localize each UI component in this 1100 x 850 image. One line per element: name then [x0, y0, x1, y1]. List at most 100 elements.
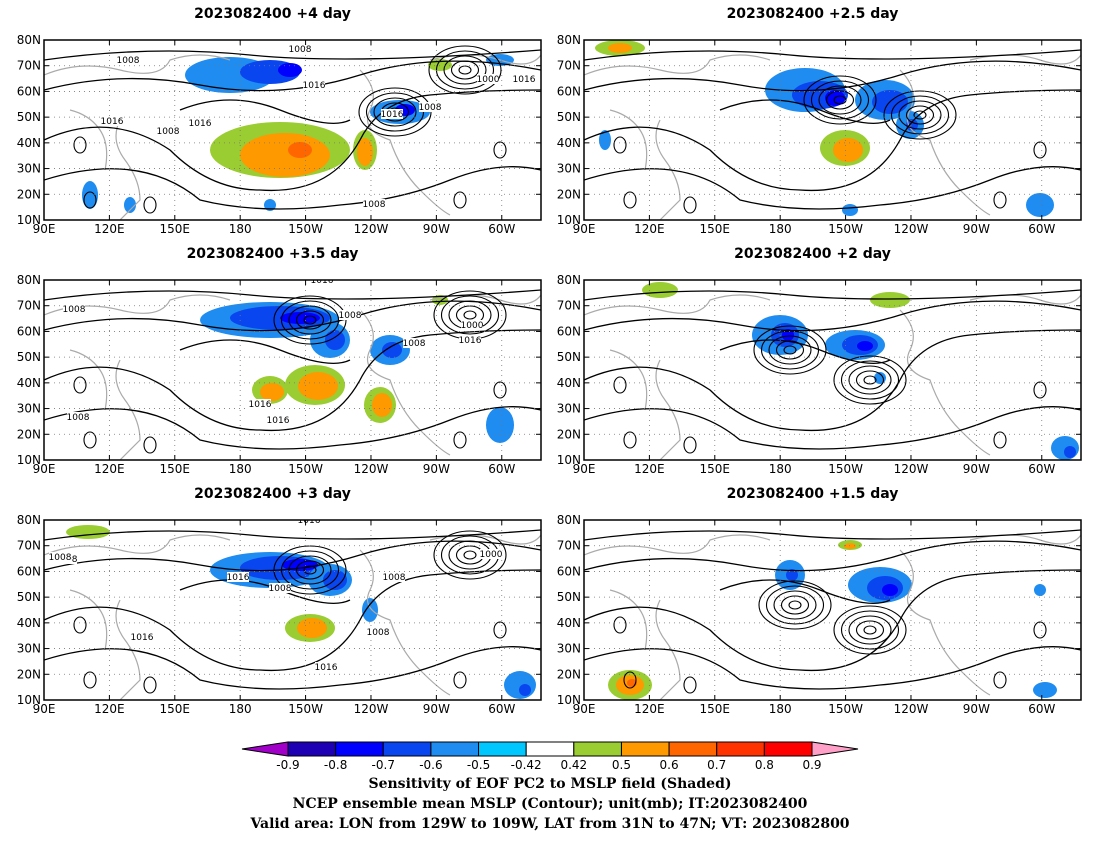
contour-label: 1008	[403, 339, 426, 349]
contour-label-bg	[157, 126, 179, 136]
contour-label: 1016	[189, 119, 212, 129]
lat-tick-label: 20N	[557, 427, 581, 441]
lon-tick-label: 180	[229, 462, 252, 476]
isobar-small	[143, 436, 157, 454]
isobar-ring	[863, 375, 877, 385]
contour-label-bg	[381, 109, 403, 119]
isobar-ring	[840, 360, 900, 400]
lon-tick-label: 90W	[963, 222, 990, 236]
lon-tick-label: 150W	[828, 462, 863, 476]
isobar-small	[83, 431, 97, 449]
panel-title: 2023082400 +3.5 day	[186, 246, 359, 262]
isobar	[584, 300, 1081, 332]
colorbar-tick-label: 0.5	[612, 758, 631, 772]
lon-tick-label: 150W	[288, 222, 323, 236]
isobar-ring	[440, 295, 500, 335]
isobar	[44, 49, 541, 61]
lon-tick-label: 120W	[894, 222, 929, 236]
shading-patch	[82, 181, 98, 209]
isobar	[584, 289, 1081, 301]
coastline	[584, 534, 771, 556]
isobar-ring	[463, 550, 477, 560]
shading-patch	[357, 138, 373, 166]
isobar-small	[683, 196, 697, 214]
contour-label-bg	[540, 330, 541, 340]
lat-tick-label: 10N	[17, 213, 41, 227]
contour-label: 1016	[315, 663, 338, 673]
caption-line-2: NCEP ensemble mean MSLP (Contour); unit(…	[292, 796, 808, 812]
lon-tick-label: 150W	[288, 702, 323, 716]
colorbar-tick-label: 0.6	[660, 758, 679, 772]
lat-tick-label: 80N	[17, 273, 41, 287]
shading-patch	[240, 133, 330, 177]
shading-patch	[298, 372, 338, 400]
contour-label-bg	[459, 335, 481, 345]
shading-patch	[857, 341, 873, 351]
map-background	[584, 520, 1081, 700]
colorbar-segment	[620, 741, 670, 757]
lat-tick-label: 60N	[17, 324, 41, 338]
map-panel: 1008101610081016101610161024101610081016…	[540, 273, 1082, 476]
shading-patch	[1051, 436, 1079, 460]
map-panel: 10081016101610081008101610081000101690E1…	[557, 33, 1082, 236]
isobar-ring	[775, 340, 805, 360]
isobar-ring	[905, 105, 935, 125]
contour-label-bg	[477, 74, 499, 84]
isobar-ring	[443, 55, 487, 85]
isobar-small	[993, 671, 1007, 689]
coastline	[655, 119, 681, 220]
isobar-small	[453, 671, 467, 689]
isobar	[44, 406, 541, 450]
contour-label: 1016	[303, 81, 326, 91]
coastline	[655, 359, 681, 460]
isobar-small	[143, 676, 157, 694]
isobar	[584, 49, 1081, 61]
coastline	[584, 294, 771, 316]
lon-tick-label: 120E	[94, 222, 125, 236]
shading-patch	[504, 671, 536, 699]
colorbar-segment	[716, 741, 765, 757]
isobar-small	[1033, 621, 1047, 639]
shading-patch	[278, 63, 302, 77]
contour-label: 1000	[480, 550, 503, 560]
colorbar-segment	[287, 741, 337, 757]
lon-tick-label: 180	[769, 462, 792, 476]
map-frame	[43, 519, 542, 701]
lat-tick-label: 70N	[557, 59, 581, 73]
coastline	[359, 549, 451, 696]
shading-patch	[325, 330, 345, 350]
isobar-ring	[450, 60, 480, 80]
lon-tick-label: 60W	[1028, 702, 1055, 716]
isobar-small	[83, 191, 97, 209]
isobar-small	[683, 436, 697, 454]
isobar	[44, 529, 541, 541]
contour-label: 1016	[249, 400, 272, 410]
isobar-small	[1033, 141, 1047, 159]
contour-label-bg	[419, 102, 441, 112]
shading-patch	[833, 138, 863, 162]
lat-tick-label: 40N	[17, 616, 41, 630]
map-panel: 1008 1008 1016 1016 1008 1016 1008 1016 1000 1016…	[17, 33, 542, 236]
coastline	[44, 54, 231, 76]
lon-tick-label: 150E	[160, 462, 191, 476]
lon-tick-label: 60W	[488, 702, 515, 716]
isobar-ring	[803, 75, 877, 125]
lon-tick-label: 120E	[634, 462, 665, 476]
lat-tick-label: 10N	[557, 213, 581, 227]
lat-tick-label: 40N	[557, 376, 581, 390]
panel-title: 2023082400 +2.5 day	[726, 6, 899, 22]
shading-patch	[642, 282, 678, 298]
isobar-ring	[303, 565, 317, 575]
lon-tick-label: 120W	[894, 702, 929, 716]
isobar	[719, 579, 891, 604]
shading-patch	[372, 393, 392, 417]
coastline	[899, 69, 991, 216]
isobar-ring	[848, 365, 892, 395]
lon-tick-label: 150E	[160, 222, 191, 236]
lat-tick-label: 80N	[557, 273, 581, 287]
lon-tick-label: 90W	[963, 462, 990, 476]
lon-tick-label: 180	[769, 702, 792, 716]
colorbar-tick-label: -0.8	[324, 758, 347, 772]
lon-tick-label: 150E	[700, 462, 731, 476]
coastline	[899, 549, 991, 696]
